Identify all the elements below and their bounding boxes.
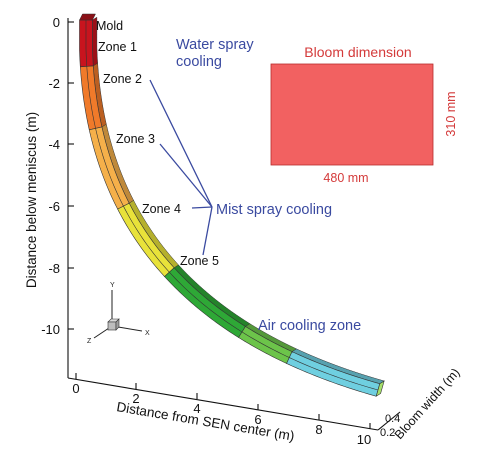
bloom-dimension-inset: Bloom dimension 480 mm 310 mm: [270, 44, 458, 185]
x-tick-labels: 0 2 4 6 8 10: [72, 381, 371, 447]
x-tick-label: 6: [254, 412, 261, 427]
x-tick-label: 0: [72, 381, 79, 396]
y-tick-label: -2: [48, 76, 60, 91]
triad-cube-front: [107, 321, 117, 331]
mold-top-cap: [79, 13, 96, 21]
bloom-height-label: 310 mm: [444, 91, 458, 136]
leader-lines: [149, 79, 213, 256]
triad-x-label: X: [145, 330, 150, 337]
x-tick-label: 4: [193, 401, 200, 416]
label-zone-5: Zone 5: [180, 254, 219, 268]
strand-segment: [286, 351, 381, 397]
label-mold: Mold: [96, 19, 123, 33]
label-zone-1: Zone 1: [98, 40, 137, 54]
strand-end-cap: [375, 380, 385, 397]
leader-line-zone-3: [159, 143, 213, 208]
x-tick-label: 2: [132, 391, 139, 406]
z-axis-label: Bloom width (m): [392, 366, 463, 442]
y-tick-label: -10: [41, 322, 60, 337]
y-tick-label: -8: [48, 261, 60, 276]
leader-line-zone-2: [149, 79, 213, 208]
y-tick-label: -6: [48, 199, 60, 214]
strand-centerline: [85, 20, 379, 391]
bloom-width-label: 480 mm: [323, 171, 368, 185]
bloom-dimension-title: Bloom dimension: [304, 44, 411, 60]
coordinate-triad: Y X Z: [87, 282, 150, 345]
z-tick-label: 0.2: [380, 427, 395, 439]
y-tick-label: 0: [53, 15, 60, 30]
mist-spray-label: Mist spray cooling: [216, 202, 332, 218]
x-tick-label: 10: [357, 432, 371, 447]
air-cooling-label: Air cooling zone: [258, 318, 361, 334]
x-axis-label: Distance from SEN center (m): [116, 399, 296, 444]
water-spray-label-line-1: Water spray: [176, 37, 254, 53]
z-tick-label: 0.4: [385, 413, 400, 425]
triad-y-label: Y: [110, 282, 115, 289]
bloom-cross-section: [270, 63, 434, 166]
triad-cube-side: [115, 318, 120, 331]
axes: [67, 18, 401, 431]
label-zone-3: Zone 3: [116, 132, 155, 146]
leader-line-zone-5: [202, 206, 213, 256]
y-tick-label: -4: [48, 137, 60, 152]
label-zone-2: Zone 2: [103, 72, 142, 86]
triad-z-label: Z: [87, 338, 92, 345]
y-axis-label: Distance below meniscus (m): [24, 112, 39, 288]
y-tick-labels: 0 -2 -4 -6 -8 -10: [41, 15, 60, 337]
label-zone-4: Zone 4: [142, 202, 181, 216]
strand-body: [79, 13, 385, 397]
x-axis-line: [67, 377, 379, 431]
z-axis-line: [377, 411, 401, 431]
strand-segment: [164, 267, 246, 338]
water-spray-label-line-2: cooling: [176, 54, 222, 70]
leader-line-zone-4: [191, 206, 213, 209]
x-tick-label: 8: [315, 422, 322, 437]
